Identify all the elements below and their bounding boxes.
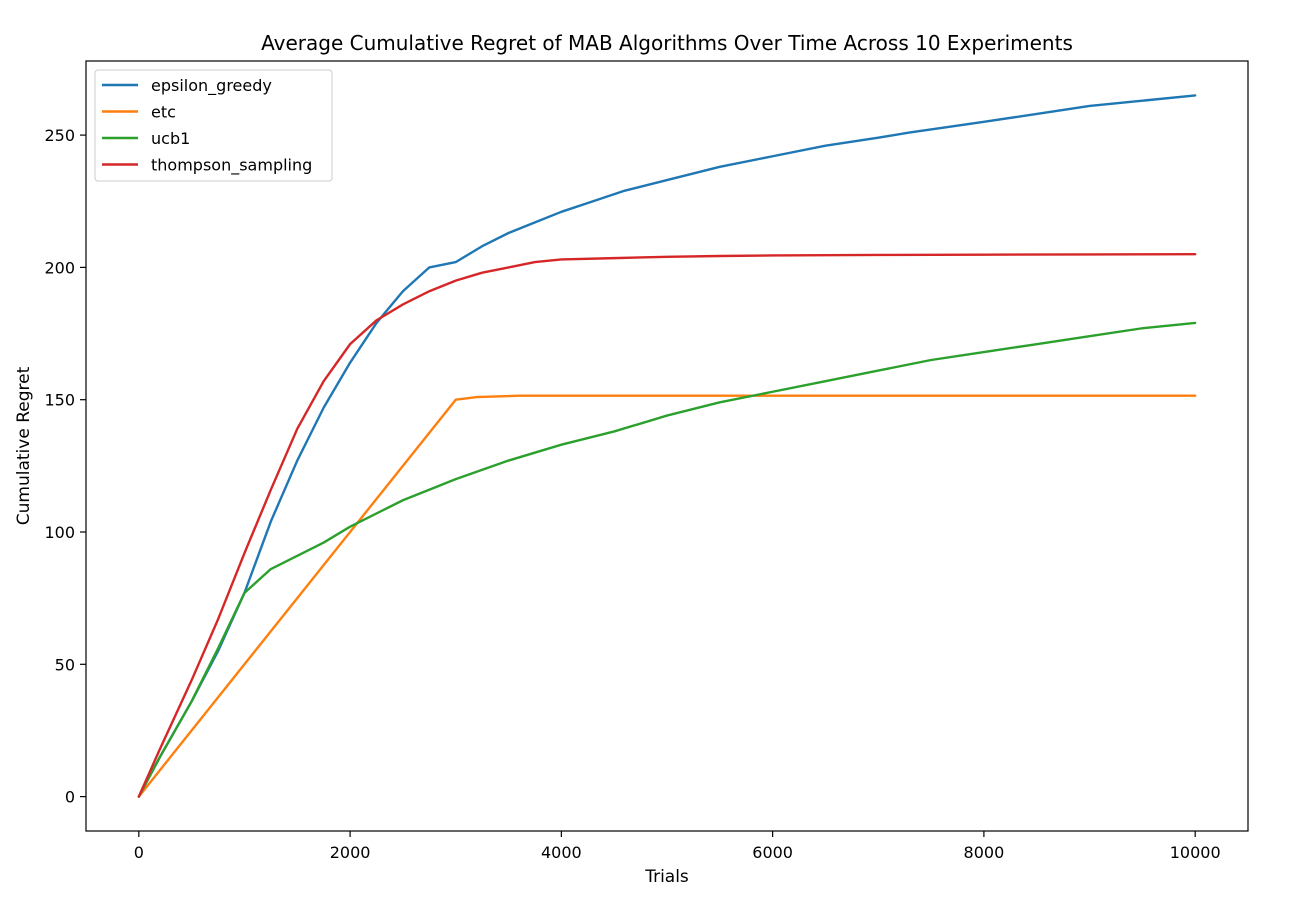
legend-label-epsilon-greedy: epsilon_greedy [151, 76, 272, 96]
x-tick-label: 0 [134, 843, 144, 862]
plot-frame [85, 60, 1249, 832]
chart-title: Average Cumulative Regret of MAB Algorit… [261, 31, 1073, 55]
x-tick-label: 8000 [964, 843, 1005, 862]
x-axis-ticks: 0 2000 4000 6000 8000 10000 [134, 831, 1221, 862]
series-layer [137, 94, 1197, 798]
x-tick-label: 2000 [330, 843, 371, 862]
y-tick-label: 200 [44, 258, 75, 277]
series-line-etc [137, 394, 1197, 798]
x-tick-label: 6000 [752, 843, 793, 862]
legend-label-etc: etc [151, 103, 176, 122]
legend-label-ucb1: ucb1 [151, 129, 190, 148]
legend-box [94, 69, 333, 182]
x-tick-label: 10000 [1170, 843, 1221, 862]
series-line-thompson-sampling [137, 252, 1197, 798]
y-tick-label: 100 [44, 523, 75, 542]
y-tick-label: 50 [55, 655, 75, 674]
x-axis-label: Trials [644, 867, 689, 887]
series-line-epsilon-greedy [137, 94, 1197, 798]
x-tick-label: 4000 [541, 843, 582, 862]
y-axis-label: Cumulative Regret [14, 366, 34, 525]
y-tick-label: 250 [44, 126, 75, 145]
legend-label-thompson-sampling: thompson_sampling [151, 156, 312, 176]
y-tick-label: 150 [44, 391, 75, 410]
y-axis-ticks: 0 50 100 150 200 250 [44, 126, 86, 807]
y-tick-label: 0 [65, 788, 75, 807]
plot-area [86, 61, 1248, 831]
series-line-ucb1 [137, 321, 1197, 798]
